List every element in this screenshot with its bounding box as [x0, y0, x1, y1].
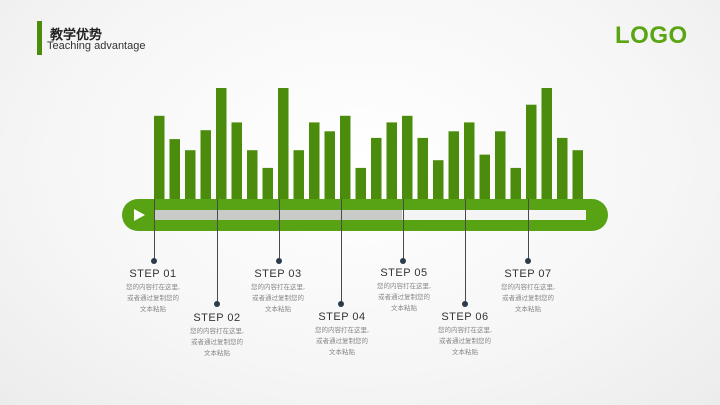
step-07-dot	[525, 258, 531, 264]
equalizer-bar	[262, 167, 273, 199]
step-02-dot	[214, 301, 220, 307]
equalizer-bar	[464, 122, 475, 199]
step-01-desc: 您的内容打在这里, 或者通过复制您的 文本粘贴	[125, 283, 181, 313]
step-06: STEP 06 您的内容打在这里, 或者通过复制您的 文本粘贴	[420, 311, 510, 358]
equalizer-bar	[154, 115, 165, 200]
step-07-desc: 您的内容打在这里, 或者通过复制您的 文本粘贴	[500, 283, 556, 313]
step-02: STEP 02 您的内容打在这里, 或者通过复制您的 文本粘贴	[172, 312, 262, 359]
equalizer-bar	[371, 137, 382, 199]
equalizer-bar	[340, 115, 351, 200]
step-06-dot	[462, 301, 468, 307]
equalizer-bar	[402, 115, 413, 200]
step-02-desc: 您的内容打在这里, 或者通过复制您的 文本粘贴	[189, 327, 245, 357]
equalizer-bar	[510, 167, 521, 199]
step-04-desc: 您的内容打在这里, 或者通过复制您的 文本粘贴	[314, 326, 370, 356]
step-04-connector	[341, 199, 342, 305]
equalizer-bar	[386, 122, 397, 199]
step-04: STEP 04 您的内容打在这里, 或者通过复制您的 文本粘贴	[297, 311, 387, 358]
step-07-title: STEP 07	[504, 268, 552, 280]
step-05: STEP 05 您的内容打在这里, 或者通过复制您的 文本粘贴	[359, 267, 449, 314]
step-02-title: STEP 02	[193, 312, 241, 324]
step-04-title: STEP 04	[318, 311, 366, 323]
step-01-title: STEP 01	[129, 268, 177, 280]
logo: LOGO	[615, 22, 688, 49]
step-01-connector	[154, 199, 155, 261]
step-03-connector	[279, 199, 280, 261]
equalizer-bar	[247, 150, 258, 199]
step-04-dot	[338, 301, 344, 307]
equalizer-bar	[169, 139, 180, 199]
equalizer-bar	[495, 131, 506, 199]
equalizer-bar	[448, 131, 459, 199]
progress-fill	[154, 210, 403, 220]
equalizer-bar	[433, 160, 444, 199]
step-03-title: STEP 03	[254, 268, 302, 280]
step-06-title: STEP 06	[441, 311, 489, 323]
equalizer-bar	[200, 130, 211, 199]
equalizer-bar	[309, 122, 320, 199]
step-07: STEP 07 您的内容打在这里, 或者通过复制您的 文本粘贴	[483, 268, 573, 315]
equalizer-bar	[526, 104, 537, 199]
step-05-title: STEP 05	[380, 267, 428, 279]
equalizer-bar	[216, 88, 227, 199]
equalizer-bar	[572, 150, 583, 199]
equalizer-bar	[557, 137, 568, 199]
equalizer-bar	[293, 150, 304, 199]
step-03-dot	[276, 258, 282, 264]
step-07-connector	[528, 199, 529, 261]
step-06-desc: 您的内容打在这里, 或者通过复制您的 文本粘贴	[437, 326, 493, 356]
equalizer-bar	[185, 150, 196, 199]
equalizer-bar	[355, 167, 366, 199]
step-02-connector	[217, 199, 218, 305]
equalizer-bar	[324, 131, 335, 199]
step-06-connector	[465, 199, 466, 305]
play-icon[interactable]	[134, 209, 145, 221]
equalizer-bar	[541, 88, 552, 199]
equalizer-bar	[417, 137, 428, 199]
step-01: STEP 01 您的内容打在这里, 或者通过复制您的 文本粘贴	[108, 268, 198, 315]
page-subtitle: Teaching advantage	[47, 40, 146, 52]
equalizer-bar	[278, 88, 289, 199]
step-05-desc: 您的内容打在这里, 或者通过复制您的 文本粘贴	[376, 282, 432, 312]
title-accent-bar	[37, 21, 42, 55]
equalizer-bar	[479, 154, 490, 199]
step-05-connector	[403, 199, 404, 261]
page-title: 教学优势	[50, 28, 103, 43]
step-05-dot	[400, 258, 406, 264]
step-01-dot	[151, 258, 157, 264]
equalizer-bar	[231, 122, 242, 199]
step-03-desc: 您的内容打在这里, 或者通过复制您的 文本粘贴	[250, 283, 306, 313]
step-03: STEP 03 您的内容打在这里, 或者通过复制您的 文本粘贴	[233, 268, 323, 315]
